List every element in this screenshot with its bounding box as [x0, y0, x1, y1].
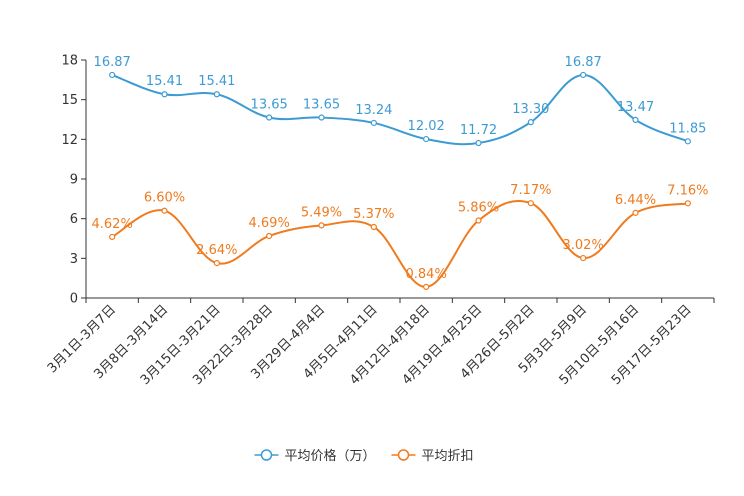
data-point[interactable]	[527, 119, 534, 126]
legend-label: 平均价格（万）	[285, 448, 376, 464]
series-group	[109, 71, 691, 290]
y-tick-label: 3	[70, 252, 78, 267]
data-label: 15.41	[198, 74, 235, 89]
data-label: 2.64%	[196, 243, 237, 258]
data-point[interactable]	[475, 217, 482, 224]
y-tick-label: 12	[61, 133, 78, 148]
data-label: 4.69%	[249, 216, 290, 231]
data-label: 12.02	[408, 119, 445, 134]
data-label: 16.87	[94, 55, 131, 70]
y-tick-label: 6	[70, 212, 78, 227]
y-tick-label: 15	[61, 93, 78, 108]
data-point[interactable]	[423, 135, 430, 143]
data-point[interactable]	[109, 233, 116, 241]
data-label: 13.30	[512, 102, 549, 117]
data-label: 16.87	[565, 55, 602, 70]
data-label: 7.16%	[667, 183, 708, 198]
data-label: 4.62%	[92, 217, 133, 232]
data-point[interactable]	[266, 114, 273, 121]
data-point[interactable]	[213, 259, 220, 267]
data-label: 5.37%	[353, 207, 394, 222]
data-point[interactable]	[109, 71, 116, 79]
data-point[interactable]	[318, 114, 325, 121]
data-label: 11.85	[669, 121, 706, 136]
data-point[interactable]	[318, 222, 325, 229]
y-tick-label: 9	[70, 173, 78, 188]
data-label: 13.65	[303, 98, 340, 113]
data-point[interactable]	[580, 71, 587, 79]
data-point[interactable]	[213, 91, 220, 98]
data-label: 0.84%	[406, 267, 447, 282]
data-label: 13.47	[617, 100, 654, 115]
data-point[interactable]	[632, 116, 639, 123]
legend-item-0[interactable]: 平均价格（万）	[254, 448, 376, 464]
legend-marker-icon	[397, 449, 410, 461]
data-point[interactable]	[266, 232, 273, 240]
data-point[interactable]	[370, 119, 377, 127]
data-point[interactable]	[684, 138, 691, 145]
data-label: 3.02%	[563, 238, 604, 253]
data-point[interactable]	[684, 200, 691, 207]
data-point[interactable]	[370, 223, 377, 231]
data-point[interactable]	[161, 207, 168, 214]
data-label: 11.72	[460, 123, 497, 138]
data-label: 13.24	[355, 103, 392, 118]
data-label: 7.17%	[510, 183, 551, 198]
data-label: 5.86%	[458, 201, 499, 216]
data-labels: 16.87 15.41 15.41 13.65 13.65 13.24 12.02 11.72…	[92, 55, 709, 282]
data-point[interactable]	[527, 200, 534, 207]
legend-marker-icon	[260, 449, 273, 461]
y-tick-label: 18	[61, 54, 78, 69]
data-point[interactable]	[580, 254, 587, 262]
legend[interactable]: 平均价格（万） 平均折扣	[254, 448, 474, 464]
y-tick-label: 0	[70, 292, 78, 307]
data-label: 6.44%	[615, 193, 656, 208]
data-point[interactable]	[423, 283, 430, 290]
legend-item-1[interactable]: 平均折扣	[391, 449, 474, 464]
data-label: 6.60%	[144, 191, 185, 206]
legend-label: 平均折扣	[422, 449, 474, 464]
data-point[interactable]	[632, 209, 639, 216]
data-label: 13.65	[251, 98, 288, 113]
data-label: 15.41	[146, 74, 183, 89]
data-label: 5.49%	[301, 205, 342, 220]
data-point[interactable]	[161, 91, 168, 98]
data-point[interactable]	[475, 139, 482, 147]
